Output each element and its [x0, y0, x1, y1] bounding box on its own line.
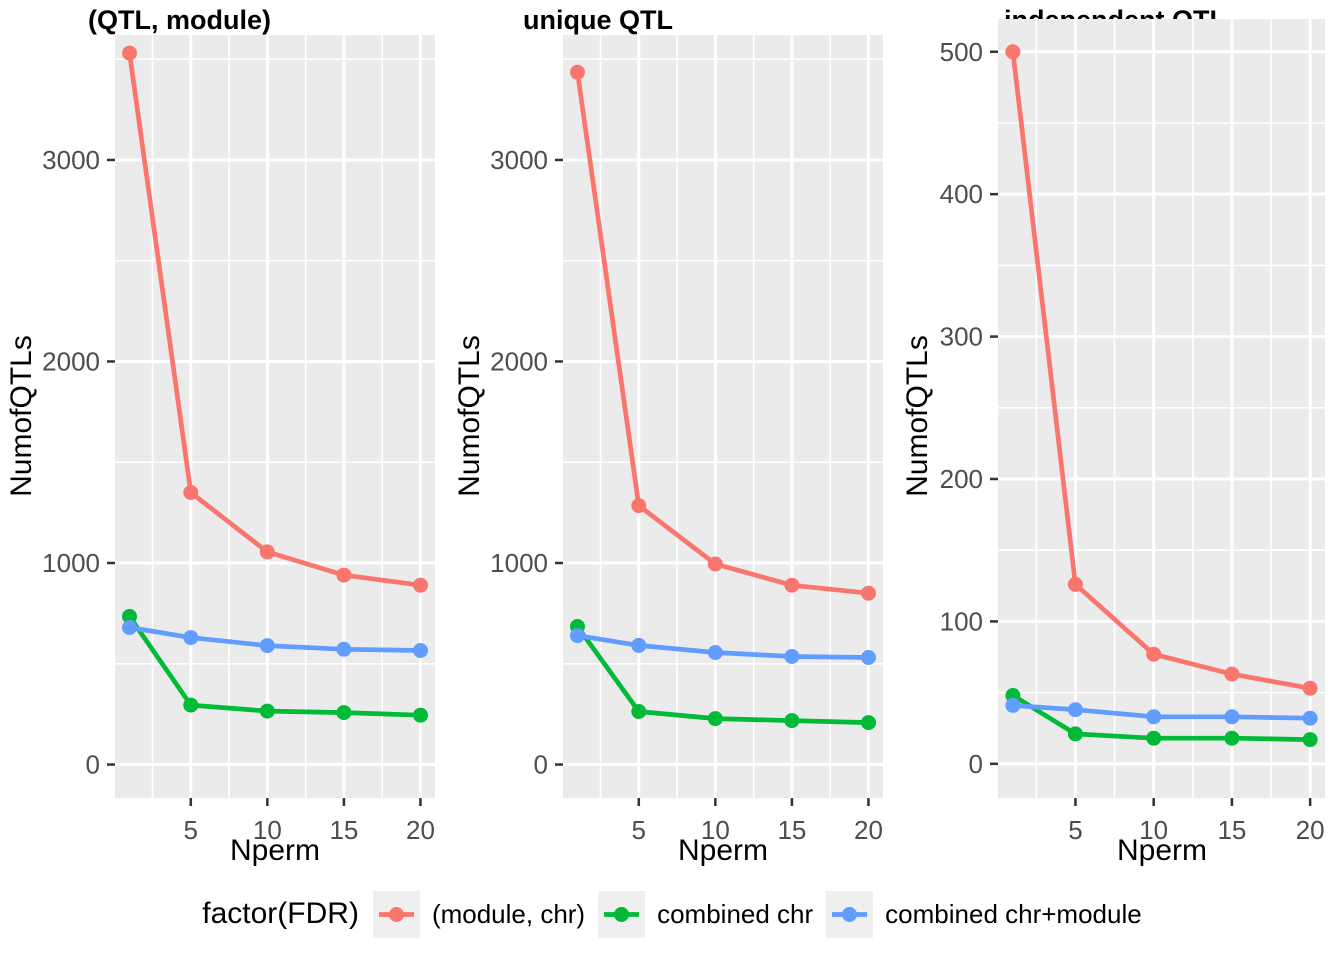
- svg-text:3000: 3000: [42, 145, 100, 175]
- x-axis-title: Nperm: [229, 834, 321, 867]
- svg-text:10: 10: [701, 815, 730, 840]
- svg-text:0: 0: [969, 749, 983, 779]
- legend-key-green: [598, 890, 646, 938]
- svg-text:5: 5: [632, 815, 646, 840]
- legend-point-green: [614, 906, 630, 922]
- legend-key-blue: [826, 890, 874, 938]
- panel-title: (QTL, module): [88, 5, 271, 35]
- panel-qtl-module: (QTL, module) NumofQTLs 0 1000 2000 3000 5 10…: [0, 0, 448, 868]
- legend-title: factor(FDR): [202, 897, 359, 930]
- svg-text:15: 15: [1217, 815, 1246, 840]
- legend-point-blue: [842, 906, 858, 922]
- legend-item-combined-chr: combined chr: [598, 890, 814, 938]
- svg-text:5: 5: [1068, 815, 1082, 840]
- svg-text:400: 400: [940, 179, 983, 209]
- svg-text:0: 0: [86, 750, 100, 780]
- svg-text:200: 200: [940, 464, 983, 494]
- svg-text:500: 500: [940, 37, 983, 67]
- svg-text:5: 5: [184, 815, 198, 840]
- svg-text:2000: 2000: [42, 346, 100, 376]
- plot-area: 0 100 200 300 400 500 5 10 15 20: [940, 19, 1325, 840]
- svg-text:10: 10: [253, 815, 282, 840]
- svg-text:0: 0: [534, 750, 548, 780]
- x-axis-title: Nperm: [677, 834, 769, 867]
- svg-text:100: 100: [940, 606, 983, 636]
- panel-independent-qtl: independent QTL NumofQTLs 01002003004005…: [896, 0, 1344, 868]
- svg-text:15: 15: [329, 815, 358, 840]
- legend-key-red: [372, 890, 420, 938]
- plot-area: 0 1000 2000 3000 5 10 15 20: [490, 35, 883, 840]
- svg-text:1000: 1000: [42, 548, 100, 578]
- plot-area: 0 1000 2000 3000 5 10 15 20: [42, 35, 435, 840]
- svg-text:300: 300: [940, 322, 983, 352]
- svg-text:20: 20: [854, 815, 883, 840]
- legend-label: (module, chr): [431, 898, 586, 929]
- legend-item-module-chr: (module, chr): [372, 890, 586, 938]
- legend-item-combined-chr-module: combined chr+module: [826, 890, 1142, 938]
- legend-label: combined chr+module: [885, 898, 1142, 929]
- legend-point-red: [388, 906, 404, 922]
- panel-unique-qtl: unique QTL NumofQTLs 0 1000 2000 3000 5 10 15 2…: [448, 0, 896, 868]
- x-axis-title: Nperm: [1116, 834, 1208, 867]
- svg-text:20: 20: [406, 815, 435, 840]
- legend: factor(FDR) (module, chr) combined chr: [0, 868, 1344, 960]
- svg-text:2000: 2000: [490, 346, 548, 376]
- svg-text:10: 10: [1139, 815, 1168, 840]
- svg-text:20: 20: [1296, 815, 1325, 840]
- svg-text:3000: 3000: [490, 145, 548, 175]
- svg-text:15: 15: [777, 815, 806, 840]
- legend-label: combined chr: [657, 898, 814, 929]
- panel-title: unique QTL: [523, 5, 673, 35]
- panels-row: (QTL, module) NumofQTLs 0 1000 2000 3000 5 10…: [0, 0, 1344, 868]
- svg-text:1000: 1000: [490, 548, 548, 578]
